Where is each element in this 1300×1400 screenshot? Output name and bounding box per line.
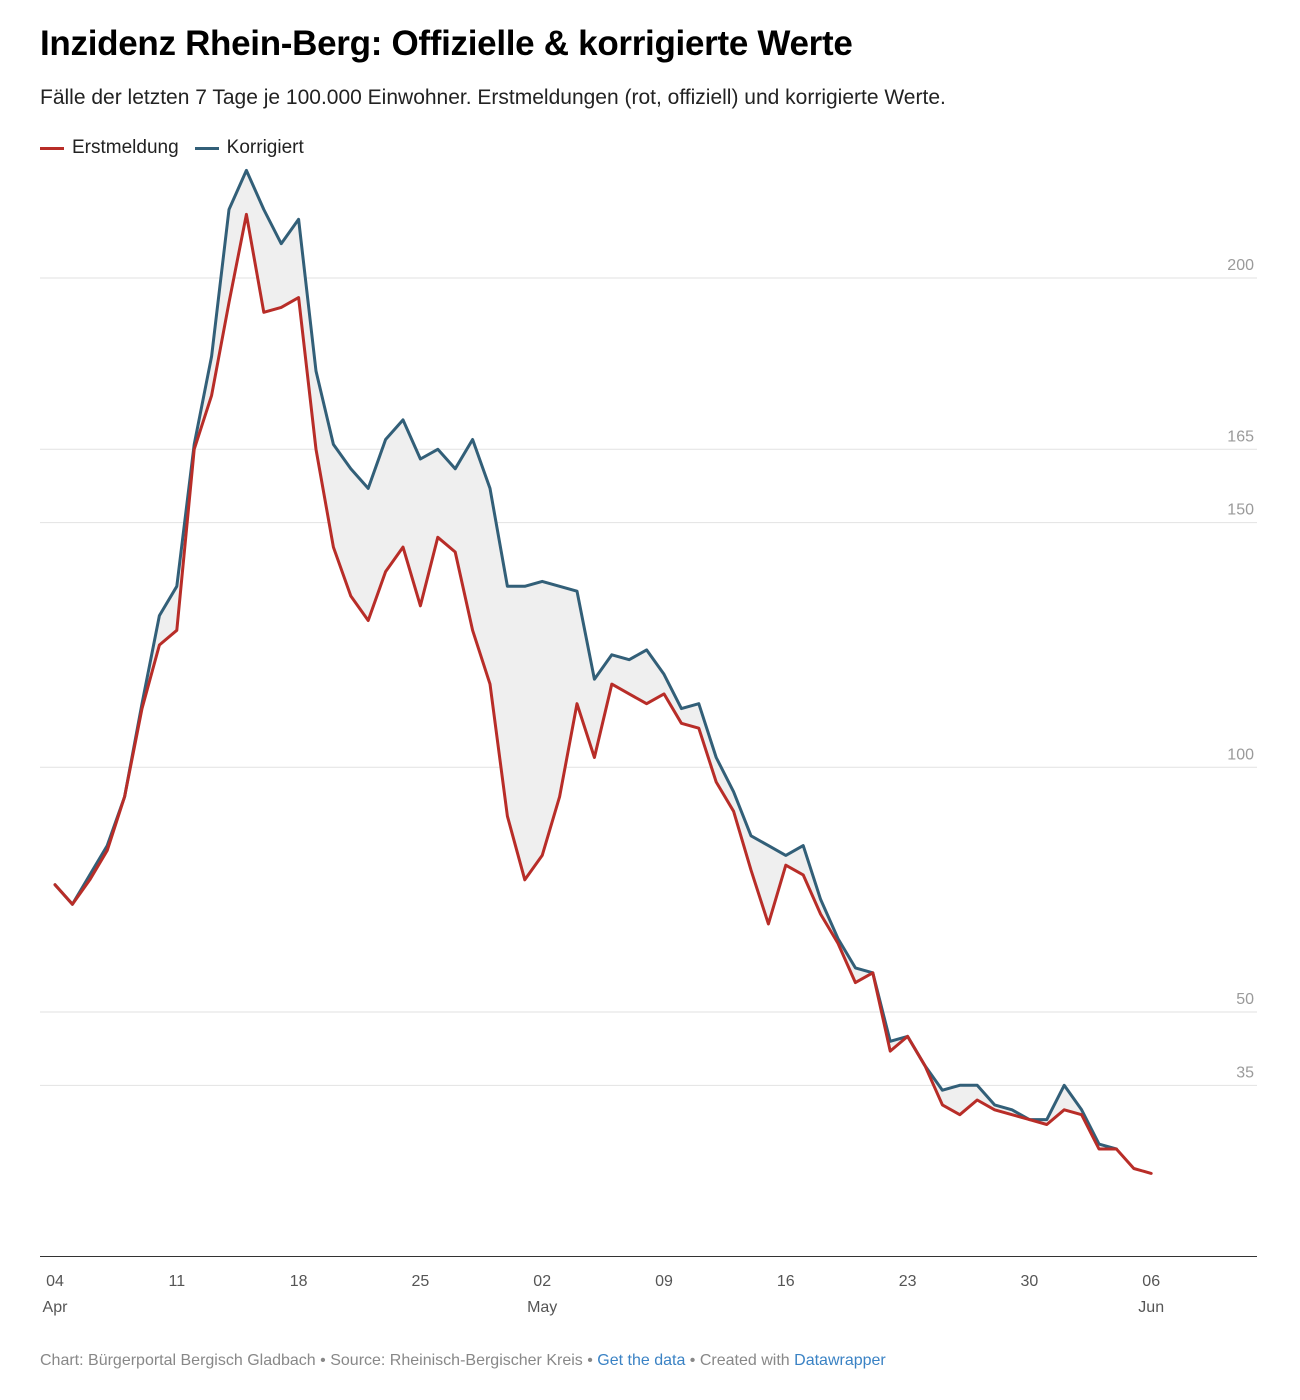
- y-tick-label: 165: [1227, 428, 1254, 445]
- y-tick-label: 35: [1236, 1064, 1254, 1081]
- x-tick-label: 09: [655, 1273, 673, 1290]
- x-tick-month-label: Jun: [1138, 1299, 1164, 1316]
- legend: Erstmeldung Korrigiert: [40, 137, 320, 159]
- x-tick-label: 25: [412, 1273, 430, 1290]
- legend-swatch-erstmeldung: [40, 146, 64, 150]
- series-line-korrigiert: [53, 168, 1118, 1151]
- footer-created-with: Created with: [699, 1352, 790, 1369]
- chart-footer: Chart: Bürgerportal Bergisch Gladbach • …: [40, 1352, 886, 1370]
- legend-label-erstmeldung: Erstmeldung: [72, 137, 179, 158]
- y-tick-label: 150: [1227, 502, 1254, 519]
- footer-separator: •: [689, 1352, 696, 1369]
- x-tick-label: 30: [1021, 1273, 1039, 1290]
- legend-item-korrigiert: Korrigiert: [194, 137, 304, 159]
- x-tick-label: 02: [533, 1273, 551, 1290]
- x-tick-month-label: Apr: [43, 1299, 69, 1316]
- footer-separator: •: [587, 1352, 593, 1369]
- footer-separator: •: [320, 1352, 326, 1369]
- line-chart: 35 50 100 150 165 200 04 Apr 11 18 25 02 May 09 16 23 30…: [40, 168, 1257, 1316]
- y-tick-label: 200: [1227, 257, 1254, 274]
- chart-subtitle: Fälle der letzten 7 Tage je 100.000 Einw…: [40, 86, 946, 109]
- legend-swatch-korrigiert: [194, 146, 219, 150]
- series-line-erstmeldung: [53, 212, 1153, 1175]
- datawrapper-link[interactable]: Datawrapper: [794, 1352, 886, 1369]
- footer-source: Source: Rheinisch-Bergischer Kreis: [330, 1352, 583, 1369]
- y-tick-label: 50: [1236, 991, 1254, 1008]
- y-tick-label: 100: [1227, 746, 1254, 763]
- x-tick-month-label: May: [527, 1299, 557, 1316]
- x-tick-label: 16: [777, 1273, 795, 1290]
- x-tick-label: 11: [168, 1273, 185, 1290]
- chart-title: Inzidenz Rhein-Berg: Offizielle & korrig…: [40, 24, 853, 63]
- footer-chart-credit: Chart: Bürgerportal Bergisch Gladbach: [40, 1352, 316, 1369]
- x-tick-label: 06: [1142, 1273, 1160, 1290]
- x-tick-label: 23: [899, 1273, 917, 1290]
- x-tick-label: 18: [290, 1273, 308, 1290]
- get-the-data-link[interactable]: Get the data: [597, 1352, 686, 1369]
- legend-item-erstmeldung: Erstmeldung: [40, 137, 179, 159]
- x-tick-label: 04: [46, 1273, 64, 1290]
- difference-band: [55, 170, 1117, 1149]
- legend-label-korrigiert: Korrigiert: [226, 137, 304, 158]
